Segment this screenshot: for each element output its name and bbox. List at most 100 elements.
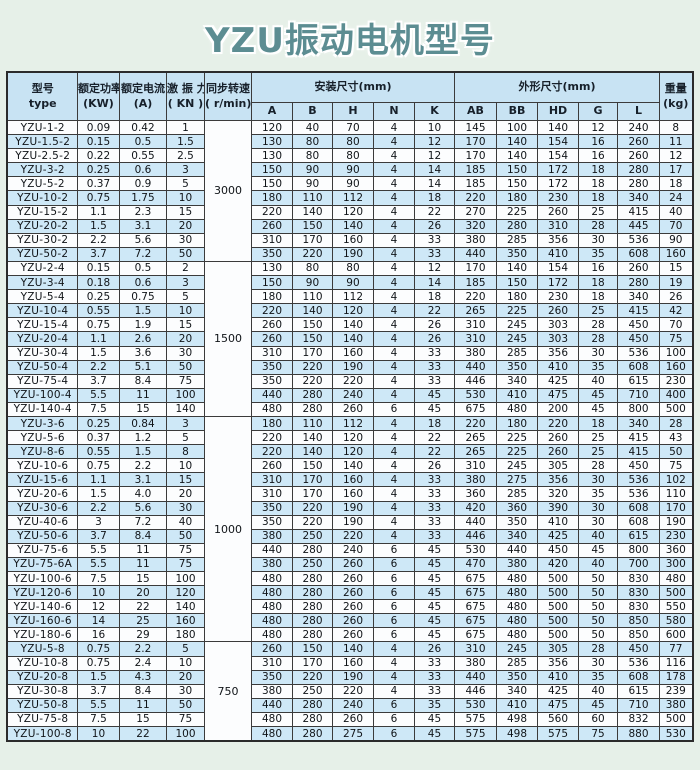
model-cell: YZU-140-6 xyxy=(6,599,78,615)
value-cell: 33 xyxy=(413,246,456,262)
value-cell: 6 xyxy=(372,711,415,728)
value-cell: 6 xyxy=(372,585,415,601)
value-cell: 380 xyxy=(454,655,497,671)
value-cell: 0.55 xyxy=(118,148,167,164)
value-cell: 140 xyxy=(165,599,205,615)
table-row: YZU-30-4 1.5 3.6 30 310 170 160 4 33 380 285 356 30 5… xyxy=(6,345,694,361)
value-cell: 160 xyxy=(659,359,694,375)
value-cell: 475 xyxy=(537,387,579,403)
value-cell: 4 xyxy=(372,514,415,530)
value-cell: 410 xyxy=(496,697,538,713)
value-cell: 15 xyxy=(659,260,694,277)
value-cell: 0.15 xyxy=(76,134,120,150)
value-cell: 110 xyxy=(291,190,333,206)
value-cell: 480 xyxy=(496,401,538,417)
value-cell: 4 xyxy=(372,683,415,699)
col-group-install-dims: 安装尺寸(mm) xyxy=(250,71,456,103)
value-cell: 425 xyxy=(537,683,579,699)
col-group-outline-dims: 外形尺寸(mm) xyxy=(453,71,661,103)
value-cell: 380 xyxy=(250,556,293,573)
value-cell: 0.25 xyxy=(76,162,120,178)
value-cell: 240 xyxy=(616,119,661,136)
table-row: YZU-3-6 0.25 0.84 3 1000 180 110 112 4 18 220 180 22… xyxy=(6,415,694,643)
value-cell: 30 xyxy=(578,472,618,488)
value-cell: 675 xyxy=(454,599,497,615)
value-cell: 303 xyxy=(537,331,579,347)
value-cell: 150 xyxy=(250,162,293,178)
value-cell: 285 xyxy=(496,655,538,671)
value-cell: 4 xyxy=(372,472,415,488)
value-cell: 10 xyxy=(76,726,120,742)
table-row: YZU-30-2 2.2 5.6 30 310 170 160 4 33 380 285 356 30 5… xyxy=(6,232,694,248)
value-cell: 230 xyxy=(537,289,579,305)
value-cell: 75 xyxy=(165,711,205,728)
table-row: YZU-15-6 1.1 3.1 15 310 170 160 4 33 380 275 356 30 5… xyxy=(6,472,694,488)
value-cell: 77 xyxy=(659,641,694,657)
value-cell: 480 xyxy=(250,585,293,601)
value-cell: 7.5 xyxy=(76,711,120,728)
value-cell: 260 xyxy=(616,148,661,164)
value-cell: 2.4 xyxy=(118,655,167,671)
value-cell: 33 xyxy=(413,232,456,248)
value-cell: 18 xyxy=(578,415,618,432)
value-cell: 190 xyxy=(331,246,374,262)
value-cell: 43 xyxy=(659,430,694,446)
value-cell: 180 xyxy=(250,415,293,432)
value-cell: 160 xyxy=(331,655,374,671)
value-cell: 1.2 xyxy=(118,430,167,446)
value-cell: 350 xyxy=(250,500,293,516)
value-cell: 310 xyxy=(454,641,497,657)
value-cell: 480 xyxy=(496,570,538,587)
value-cell: 350 xyxy=(496,514,538,530)
value-cell: 350 xyxy=(250,373,293,389)
value-cell: 80 xyxy=(291,148,333,164)
value-cell: 280 xyxy=(291,585,333,601)
value-cell: 4 xyxy=(372,458,415,474)
value-cell: 16 xyxy=(76,627,120,643)
value-cell: 4 xyxy=(372,119,415,136)
value-cell: 80 xyxy=(331,134,374,150)
value-cell: 220 xyxy=(331,528,374,544)
value-cell: 410 xyxy=(537,514,579,530)
value-cell: 8.4 xyxy=(118,528,167,544)
model-cell: YZU-5-2 xyxy=(6,176,78,192)
value-cell: 15 xyxy=(165,472,205,488)
value-cell: 2.2 xyxy=(76,500,120,516)
value-cell: 45 xyxy=(413,726,456,742)
value-cell: 356 xyxy=(537,472,579,488)
table-row: YZU-50-6 3.7 8.4 50 380 250 220 4 33 446 340 425 40 6… xyxy=(6,528,694,544)
value-cell: 50 xyxy=(165,697,205,713)
value-cell: 380 xyxy=(250,528,293,544)
value-cell: 170 xyxy=(659,500,694,516)
table-row: YZU-75-6 5.5 11 75 440 280 240 6 45 530 440 450 45 80… xyxy=(6,542,694,558)
table-row: YZU-40-6 3 7.2 40 350 220 190 4 33 440 350 410 30 608… xyxy=(6,514,694,530)
col-header-G: G xyxy=(578,102,618,121)
value-cell: 180 xyxy=(496,289,538,305)
value-cell: 190 xyxy=(331,514,374,530)
value-cell: 18 xyxy=(413,190,456,206)
model-cell: YZU-75-8 xyxy=(6,711,78,728)
value-cell: 6 xyxy=(372,697,415,713)
value-cell: 710 xyxy=(616,387,661,403)
model-cell: YZU-15-4 xyxy=(6,317,78,333)
value-cell: 140 xyxy=(331,218,374,234)
value-cell: 12 xyxy=(413,148,456,164)
value-cell: 145 xyxy=(454,119,497,136)
table-row: YZU-100-6 7.5 15 100 480 280 260 6 45 675 480 500 50… xyxy=(6,570,694,587)
value-cell: 2.2 xyxy=(118,641,167,657)
value-cell: 498 xyxy=(496,711,538,728)
value-cell: 250 xyxy=(291,683,333,699)
table-row: YZU-140-6 12 22 140 480 280 260 6 45 675 480 500 50 8… xyxy=(6,599,694,615)
value-cell: 33 xyxy=(413,514,456,530)
value-cell: 1.5 xyxy=(165,134,205,150)
value-cell: 500 xyxy=(537,570,579,587)
value-cell: 50 xyxy=(165,528,205,544)
value-cell: 112 xyxy=(331,415,374,432)
value-cell: 675 xyxy=(454,570,497,587)
value-cell: 270 xyxy=(454,204,497,220)
model-cell: YZU-5-4 xyxy=(6,289,78,305)
table-row: YZU-15-4 0.75 1.9 15 260 150 140 4 26 310 245 303 28… xyxy=(6,317,694,333)
value-cell: 90 xyxy=(331,176,374,192)
value-cell: 260 xyxy=(537,204,579,220)
value-cell: 16 xyxy=(578,260,618,277)
